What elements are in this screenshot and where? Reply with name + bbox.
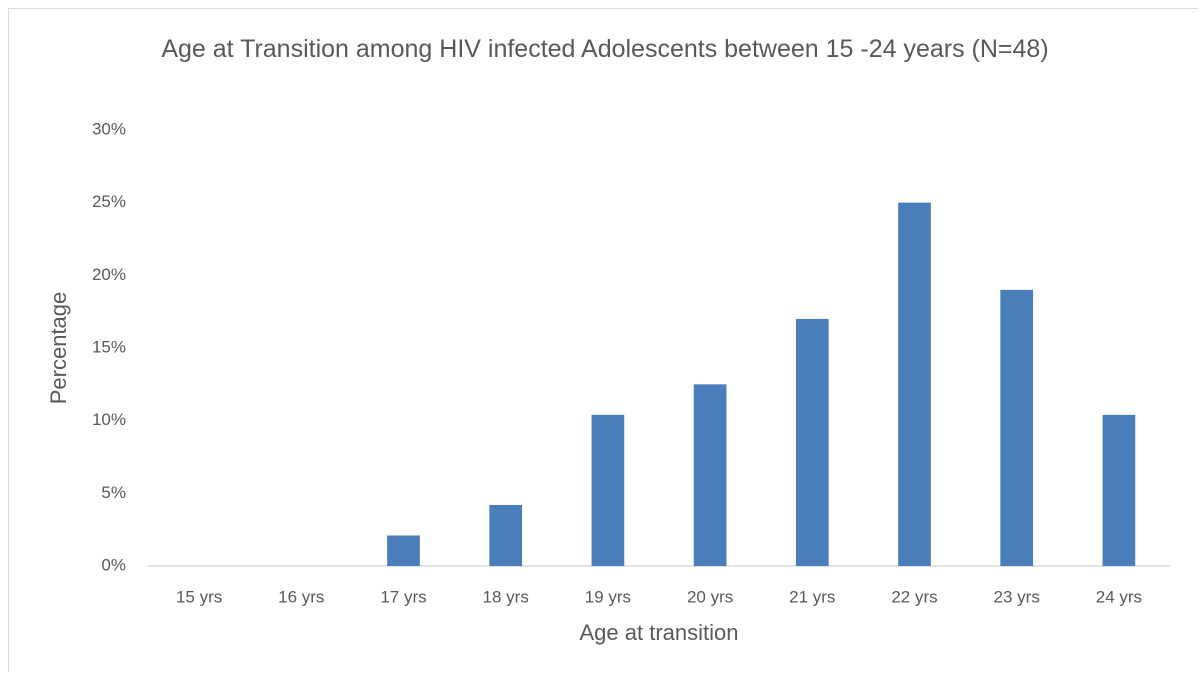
- bar: [387, 535, 420, 566]
- y-axis-label: Percentage: [46, 292, 71, 405]
- x-axis-label: Age at transition: [580, 620, 739, 645]
- x-tick-label: 17 yrs: [380, 587, 426, 606]
- y-tick-label: 30%: [92, 119, 126, 138]
- x-tick-label: 18 yrs: [483, 587, 529, 606]
- x-tick-label: 15 yrs: [176, 587, 222, 606]
- bar: [489, 504, 523, 566]
- bar: [898, 202, 931, 566]
- chart-frame: [8, 8, 1198, 672]
- chart-title: Age at Transition among HIV infected Ado…: [161, 35, 1049, 63]
- y-tick-label: 10%: [92, 410, 126, 429]
- x-tick-label: 22 yrs: [891, 587, 937, 606]
- bar: [591, 414, 625, 566]
- y-tick-label: 5%: [101, 483, 126, 502]
- x-tick-label: 19 yrs: [585, 587, 631, 606]
- bar: [1102, 414, 1136, 566]
- x-tick-label: 20 yrs: [687, 587, 733, 606]
- y-tick-label: 0%: [101, 555, 126, 574]
- x-tick-label: 24 yrs: [1096, 587, 1142, 606]
- x-tick-label: 21 yrs: [789, 587, 835, 606]
- bar: [1000, 289, 1034, 566]
- x-tick-label: 16 yrs: [278, 587, 324, 606]
- y-tick-label: 15%: [92, 337, 126, 356]
- bar: [795, 318, 829, 566]
- x-tick-label: 23 yrs: [994, 587, 1040, 606]
- bar: [693, 384, 727, 566]
- y-tick-label: 25%: [92, 192, 126, 211]
- y-tick-label: 20%: [92, 265, 126, 284]
